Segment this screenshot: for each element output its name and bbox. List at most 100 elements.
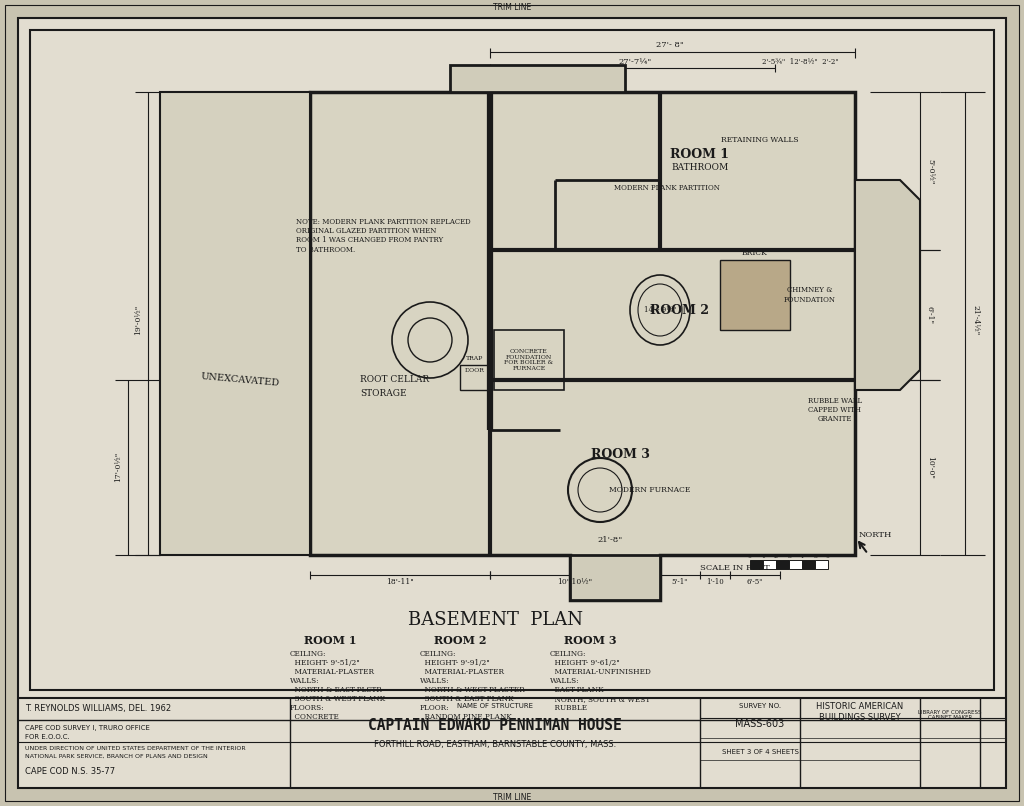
Text: UNEXCAVATED: UNEXCAVATED <box>201 372 280 388</box>
Polygon shape <box>450 65 625 92</box>
Text: SURVEY NO.: SURVEY NO. <box>739 703 781 709</box>
Polygon shape <box>720 260 790 330</box>
Bar <box>494 330 564 390</box>
Text: NAME OF STRUCTURE: NAME OF STRUCTURE <box>457 703 534 709</box>
Text: CEILING:: CEILING: <box>420 650 457 658</box>
Text: ROOM 1: ROOM 1 <box>671 148 729 161</box>
Text: NORTH & WEST-PLASTER: NORTH & WEST-PLASTER <box>420 686 524 694</box>
Text: FLOORS:: FLOORS: <box>290 704 325 712</box>
Text: 5'-1": 5'-1" <box>672 578 688 586</box>
Text: CHIMNEY &
FOUNDATION: CHIMNEY & FOUNDATION <box>784 286 836 304</box>
Text: T. REYNOLDS WILLIAMS, DEL. 1962: T. REYNOLDS WILLIAMS, DEL. 1962 <box>25 704 171 713</box>
Text: 14' - 9½": 14' - 9½" <box>644 306 676 314</box>
Text: 10'-0": 10'-0" <box>926 455 934 479</box>
Text: FORTHILL ROAD, EASTHAM, BARNSTABLE COUNTY, MASS.: FORTHILL ROAD, EASTHAM, BARNSTABLE COUNT… <box>374 741 616 750</box>
Text: 6'-1": 6'-1" <box>926 306 934 324</box>
Text: TRIM LINE: TRIM LINE <box>493 793 531 803</box>
Text: 1'-10: 1'-10 <box>707 578 724 586</box>
Text: FLOOR:: FLOOR: <box>420 704 450 712</box>
Text: 5'-0½": 5'-0½" <box>926 160 934 185</box>
Text: MASS-603: MASS-603 <box>735 719 784 729</box>
Text: 17'-0½": 17'-0½" <box>114 452 122 482</box>
Text: WALLS:: WALLS: <box>550 677 580 685</box>
Polygon shape <box>855 180 920 390</box>
Bar <box>802 560 815 569</box>
Text: MODERN FURNACE: MODERN FURNACE <box>609 486 690 494</box>
Text: NATIONAL PARK SERVICE, BRANCH OF PLANS AND DESIGN: NATIONAL PARK SERVICE, BRANCH OF PLANS A… <box>25 754 208 758</box>
Text: 2'-5¾"  12'-8½"  2'-2": 2'-5¾" 12'-8½" 2'-2" <box>762 58 839 66</box>
Text: 0: 0 <box>826 555 830 559</box>
Text: MATERIAL-PLASTER: MATERIAL-PLASTER <box>420 668 504 676</box>
Text: 27'- 8": 27'- 8" <box>656 41 684 49</box>
Text: ROOM 1: ROOM 1 <box>304 634 356 646</box>
Text: STORAGE: STORAGE <box>360 389 407 398</box>
Text: BATHROOM: BATHROOM <box>672 164 729 172</box>
Text: HEIGHT- 9'-51/2": HEIGHT- 9'-51/2" <box>290 659 359 667</box>
Text: LIBRARY OF CONGRESS
CABINET MAKER: LIBRARY OF CONGRESS CABINET MAKER <box>919 709 982 721</box>
Text: EAST-PLANK: EAST-PLANK <box>550 686 603 694</box>
Text: WALLS:: WALLS: <box>290 677 319 685</box>
Text: MODERN PLANK PARTITION: MODERN PLANK PARTITION <box>614 184 720 192</box>
Bar <box>790 560 802 569</box>
Text: DOOR: DOOR <box>465 368 485 372</box>
Text: UNDER DIRECTION OF UNITED STATES DEPARTMENT OF THE INTERIOR: UNDER DIRECTION OF UNITED STATES DEPARTM… <box>25 746 246 750</box>
Text: NORTH: NORTH <box>858 531 892 539</box>
Bar <box>460 365 490 390</box>
Bar <box>30 30 994 690</box>
Text: 18'-11": 18'-11" <box>386 578 414 586</box>
Text: 21'-4½": 21'-4½" <box>971 305 979 335</box>
Bar <box>815 560 828 569</box>
Text: CAPTAIN EDWARD PENNIMAN HOUSE: CAPTAIN EDWARD PENNIMAN HOUSE <box>368 718 622 733</box>
Text: FOR E.O.O.C.: FOR E.O.O.C. <box>25 734 70 740</box>
Text: SOUTH & WEST-PLANK: SOUTH & WEST-PLANK <box>290 695 385 703</box>
Text: RUBBLE: RUBBLE <box>550 704 587 712</box>
Text: HISTORIC AMERICAN
BUILDINGS SURVEY: HISTORIC AMERICAN BUILDINGS SURVEY <box>816 702 903 721</box>
Bar <box>160 65 890 590</box>
Text: HEIGHT- 9'-91/2": HEIGHT- 9'-91/2" <box>420 659 489 667</box>
Text: 10'-10½": 10'-10½" <box>557 578 593 586</box>
Text: CONCRETE
FOUNDATION
FOR BOILER &
FURNACE: CONCRETE FOUNDATION FOR BOILER & FURNACE <box>505 349 554 372</box>
Polygon shape <box>570 555 660 600</box>
Text: CEILING:: CEILING: <box>290 650 327 658</box>
Text: ROOM 2: ROOM 2 <box>650 304 710 317</box>
Polygon shape <box>160 92 310 555</box>
Text: BASEMENT  PLAN: BASEMENT PLAN <box>408 611 583 629</box>
Polygon shape <box>310 92 855 600</box>
Text: TRAP: TRAP <box>466 355 483 360</box>
Text: 6'-5": 6'-5" <box>746 578 763 586</box>
Text: CAPE COD SURVEY I, TRURO OFFICE: CAPE COD SURVEY I, TRURO OFFICE <box>25 725 150 731</box>
Text: MATERIAL-PLASTER: MATERIAL-PLASTER <box>290 668 374 676</box>
Text: SHEET 3 OF 4 SHEETS: SHEET 3 OF 4 SHEETS <box>722 749 799 755</box>
Text: ROOT CELLAR: ROOT CELLAR <box>360 376 429 384</box>
Text: HEIGHT- 9'-61/2": HEIGHT- 9'-61/2" <box>550 659 620 667</box>
Text: 3: 3 <box>787 555 791 559</box>
Text: 19'-0½": 19'-0½" <box>134 305 142 335</box>
Text: CONCRETE: CONCRETE <box>290 713 339 721</box>
Text: 21'-8": 21'-8" <box>597 536 623 544</box>
Text: BRICK: BRICK <box>742 249 768 257</box>
Text: SOUTH & EAST PLANK: SOUTH & EAST PLANK <box>420 695 513 703</box>
Bar <box>776 560 790 569</box>
Text: NOTE: MODERN PLANK PARTITION REPLACED
ORIGINAL GLAZED PARTITION WHEN
ROOM 1 WAS : NOTE: MODERN PLANK PARTITION REPLACED OR… <box>296 218 471 254</box>
Text: 0: 0 <box>748 555 752 559</box>
Text: CEILING:: CEILING: <box>550 650 587 658</box>
Text: ROOM 2: ROOM 2 <box>434 634 486 646</box>
Text: ROOM 3: ROOM 3 <box>563 634 616 646</box>
Bar <box>750 560 763 569</box>
Text: RETAINING WALLS: RETAINING WALLS <box>721 136 799 144</box>
Text: 5: 5 <box>813 555 817 559</box>
Text: 4: 4 <box>800 555 804 559</box>
Text: RANDOM PINE PLANK: RANDOM PINE PLANK <box>420 713 512 721</box>
Bar <box>763 560 776 569</box>
Text: CAPE COD N.S. 35-77: CAPE COD N.S. 35-77 <box>25 767 115 776</box>
Text: NORTH, SOUTH & WEST: NORTH, SOUTH & WEST <box>550 695 650 703</box>
Text: MATERIAL-UNFINISHED: MATERIAL-UNFINISHED <box>550 668 650 676</box>
Text: ROOM 3: ROOM 3 <box>591 448 649 462</box>
Text: 1: 1 <box>761 555 765 559</box>
Text: NORTH & EAST-PLSTR: NORTH & EAST-PLSTR <box>290 686 382 694</box>
Text: WALLS:: WALLS: <box>420 677 450 685</box>
Text: TRIM LINE: TRIM LINE <box>493 3 531 13</box>
Text: 27'-7¼": 27'-7¼" <box>618 58 651 66</box>
Text: RUBBLE WALL
CAPPED WITH
GRANITE: RUBBLE WALL CAPPED WITH GRANITE <box>808 397 862 423</box>
Text: SCALE IN FEET: SCALE IN FEET <box>700 564 770 572</box>
